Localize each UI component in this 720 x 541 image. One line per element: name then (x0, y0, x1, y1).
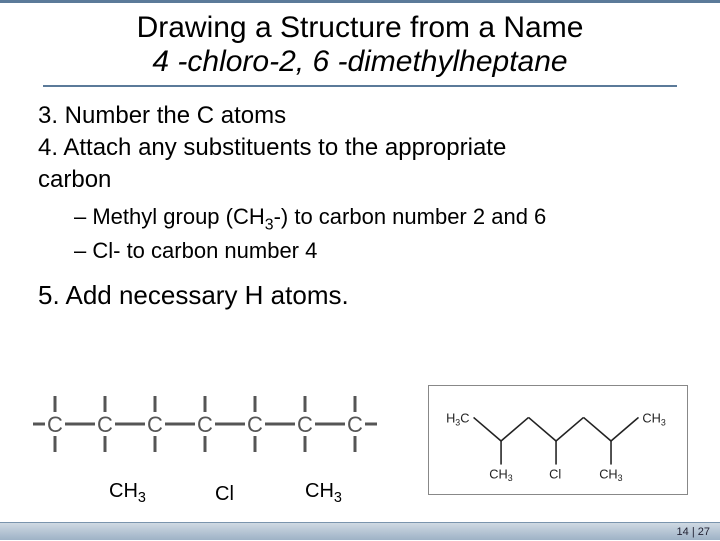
sub-methyl-pre: Methyl group (CH (92, 204, 264, 229)
svg-text:C: C (197, 412, 213, 437)
sub-methyl-post: -) to carbon number 2 and 6 (274, 204, 547, 229)
skeletal-svg: H3C CH3 CH3 Cl CH3 (429, 386, 687, 494)
svg-text:C: C (247, 412, 263, 437)
carbon-chain-svg: CCCCCCC (30, 382, 410, 472)
step-5: 5. Add necessary H atoms. (38, 279, 682, 312)
page-number: 14 | 27 (677, 526, 710, 538)
carbon-chain-figure: CCCCCCC CH3 Cl CH3 (30, 380, 410, 500)
svg-text:Cl: Cl (549, 466, 561, 481)
title-line-2: 4 -chloro-2, 6 -dimethylheptane (43, 45, 677, 87)
title-line-1: Drawing a Structure from a Name (0, 11, 720, 45)
svg-text:C: C (47, 412, 63, 437)
footer-bar: 14 | 27 (0, 522, 720, 540)
svg-text:H3C: H3C (446, 410, 469, 427)
sub-methyl: Methyl group (CH3-) to carbon number 2 a… (74, 203, 682, 235)
step-4-line-1: 4. Attach any substituents to the approp… (38, 133, 682, 163)
figures-row: C C C C C C C CH3 Cl CH3 H3C CH3 CH3 Cl CH3 (0, 380, 720, 500)
subscript-3: 3 (265, 216, 274, 233)
svg-text:C: C (347, 412, 363, 437)
svg-text:C: C (147, 412, 163, 437)
slide: Drawing a Structure from a Name 4 -chlor… (0, 0, 720, 540)
svg-text:C: C (97, 412, 113, 437)
chain-label-cl: Cl (215, 483, 234, 506)
chain-label-ch3-right: CH3 (305, 480, 342, 506)
step-4-line-2: carbon (38, 165, 682, 195)
sub-list: Methyl group (CH3-) to carbon number 2 a… (38, 197, 682, 275)
svg-text:C: C (297, 412, 313, 437)
title-block: Drawing a Structure from a Name 4 -chlor… (0, 3, 720, 89)
slide-body: 3. Number the C atoms 4. Attach any subs… (0, 89, 720, 311)
svg-text:CH3: CH3 (599, 466, 622, 483)
svg-text:CH3: CH3 (642, 410, 665, 427)
chain-label-ch3-left: CH3 (109, 480, 146, 506)
skeletal-figure: H3C CH3 CH3 Cl CH3 (428, 385, 688, 495)
sub-cl: Cl- to carbon number 4 (74, 237, 682, 265)
step-3: 3. Number the C atoms (38, 101, 682, 131)
svg-text:CH3: CH3 (489, 466, 512, 483)
